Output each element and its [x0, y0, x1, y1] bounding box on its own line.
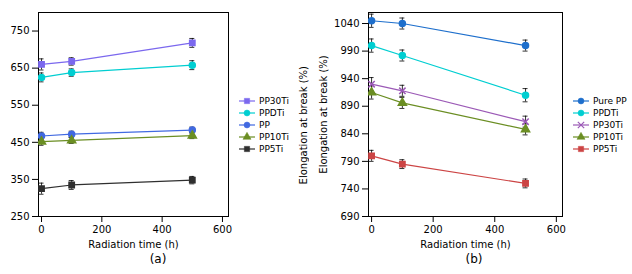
- svg-text:0: 0: [368, 224, 374, 235]
- svg-text:450: 450: [10, 137, 29, 148]
- svg-text:0: 0: [38, 224, 44, 235]
- svg-text:990: 990: [340, 45, 359, 56]
- html-text:PP5Ti: PP5Ti: [593, 144, 618, 154]
- svg-text:250: 250: [10, 211, 29, 222]
- html-text:Pure PP: Pure PP: [593, 96, 627, 106]
- svg-text:Radiation time (h): Radiation time (h): [420, 239, 510, 250]
- svg-text:690: 690: [340, 211, 359, 222]
- html-text:(b): (b): [465, 252, 483, 266]
- html-text:PP30Ti: PP30Ti: [593, 120, 623, 130]
- svg-text:400: 400: [485, 224, 504, 235]
- html-text:PP10Ti: PP10Ti: [593, 132, 623, 142]
- html-text:PP5Ti: PP5Ti: [259, 144, 284, 154]
- html-text:PP: PP: [259, 120, 270, 130]
- svg-text:600: 600: [213, 224, 232, 235]
- svg-text:750: 750: [10, 25, 29, 36]
- svg-text:350: 350: [10, 174, 29, 185]
- html-text:PP30Ti: PP30Ti: [259, 96, 289, 106]
- html-text:PPDTi: PPDTi: [259, 108, 285, 118]
- svg-text:890: 890: [340, 100, 359, 111]
- html-text:PP10Ti: PP10Ti: [259, 132, 289, 142]
- svg-text:400: 400: [153, 224, 172, 235]
- svg-text:650: 650: [10, 62, 29, 73]
- svg-text:840: 840: [340, 128, 359, 139]
- svg-text:Radiation time (h): Radiation time (h): [88, 239, 178, 250]
- html-text:Elongation at break (%): Elongation at break (%): [298, 65, 309, 185]
- svg-text:200: 200: [92, 224, 111, 235]
- svg-text:Elongation at break (%): Elongation at break (%): [318, 55, 329, 173]
- svg-text:200: 200: [424, 224, 443, 235]
- svg-text:600: 600: [547, 224, 566, 235]
- svg-text:940: 940: [340, 73, 359, 84]
- html-text:PPDTi: PPDTi: [593, 108, 619, 118]
- html-text:(a): (a): [149, 252, 167, 266]
- svg-text:550: 550: [10, 99, 29, 110]
- svg-text:1040: 1040: [334, 18, 359, 29]
- svg-text:740: 740: [340, 183, 359, 194]
- svg-text:790: 790: [340, 156, 359, 167]
